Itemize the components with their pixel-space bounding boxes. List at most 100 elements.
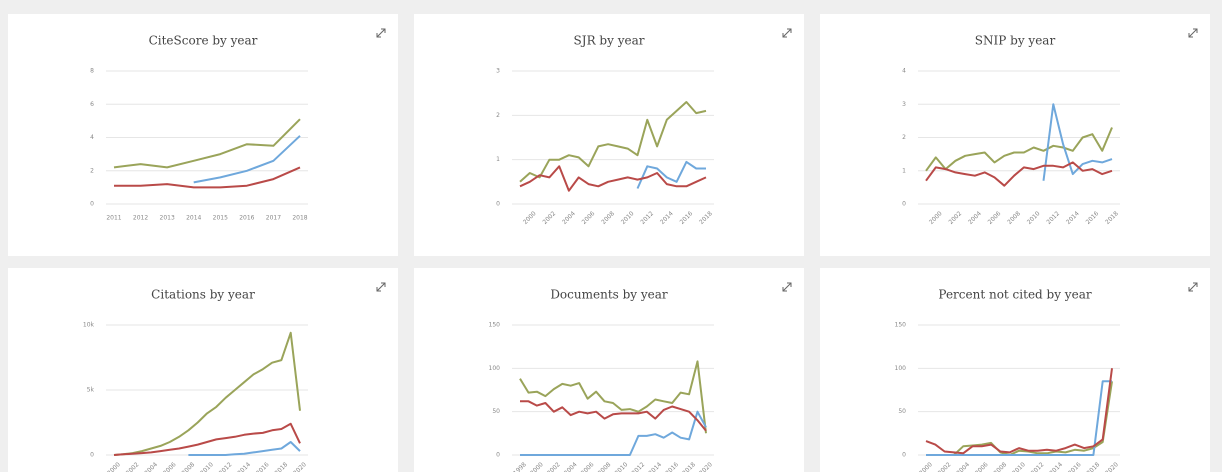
y-tick-label: 0: [90, 452, 94, 459]
x-tick-label: 2006: [580, 461, 596, 472]
x-tick-label: 2010: [1011, 461, 1027, 472]
chart-title: SJR by year: [574, 34, 645, 48]
x-tick-label: 2000: [106, 461, 122, 472]
x-tick-label: 2008: [993, 461, 1009, 472]
series-line: [188, 441, 301, 456]
y-tick-label: 150: [489, 322, 501, 329]
x-tick-label: 2006: [974, 461, 990, 472]
y-tick-label: 50: [492, 408, 500, 415]
y-tick-label: 100: [489, 365, 501, 372]
y-tick-label: 2: [902, 134, 906, 141]
x-tick-label: 2018: [292, 215, 307, 222]
x-tick-label: 2002: [546, 461, 562, 472]
y-tick-label: 4: [90, 134, 94, 141]
x-tick-label: 2014: [186, 215, 201, 222]
x-tick-label: 2014: [1048, 461, 1064, 472]
series-line: [520, 400, 707, 432]
y-tick-label: 150: [895, 322, 907, 329]
card-background: [8, 268, 398, 472]
chart-title: SNIP by year: [975, 34, 1056, 48]
y-tick-label: 100: [895, 365, 907, 372]
series-line: [925, 161, 1113, 187]
expand-icon[interactable]: [1188, 282, 1198, 292]
x-tick-label: 2010: [199, 461, 215, 472]
card-background: [414, 268, 804, 472]
expand-arrow: [782, 282, 792, 292]
x-tick-label: 2016: [664, 461, 680, 472]
x-tick-label: 2012: [218, 461, 234, 472]
x-tick-label: 2006: [162, 461, 178, 472]
x-tick-label: 2000: [918, 461, 934, 472]
series-line: [520, 410, 707, 456]
card-background: [8, 14, 398, 256]
x-tick-label: 2018: [681, 461, 697, 472]
card-background: [820, 14, 1210, 256]
series-line: [519, 101, 707, 183]
x-tick-label: 2002: [125, 461, 141, 472]
expand-icon[interactable]: [1188, 28, 1198, 38]
expand-icon[interactable]: [782, 282, 792, 292]
x-tick-label: 2016: [239, 215, 254, 222]
y-tick-label: 4: [902, 68, 906, 75]
y-tick-label: 0: [496, 452, 500, 459]
x-tick-label: 2018: [1086, 461, 1102, 472]
card-background: [414, 14, 804, 256]
x-tick-label: 2004: [563, 461, 579, 472]
expand-icon[interactable]: [782, 28, 792, 38]
series-line: [113, 422, 301, 456]
x-tick-label: 2020: [698, 461, 714, 472]
x-tick-label: 2015: [213, 215, 228, 222]
chart-title: Citations by year: [151, 288, 255, 302]
x-tick-label: 2002: [937, 461, 953, 472]
series-line: [114, 166, 301, 189]
x-tick-label: 2014: [647, 461, 663, 472]
y-tick-label: 1: [496, 156, 500, 163]
expand-icon[interactable]: [376, 28, 386, 38]
chart-title: CiteScore by year: [149, 34, 258, 48]
x-tick-label: 2004: [143, 461, 159, 472]
y-tick-label: 0: [496, 201, 500, 208]
series-line: [636, 160, 706, 189]
x-tick-label: 2017: [266, 215, 281, 222]
x-tick-label: 2012: [630, 461, 646, 472]
x-tick-label: 2012: [133, 215, 148, 222]
series-line: [1042, 103, 1113, 181]
y-tick-label: 3: [902, 101, 906, 108]
expand-arrow: [376, 282, 386, 292]
x-tick-label: 2016: [1067, 461, 1083, 472]
x-tick-label: 2016: [255, 461, 271, 472]
series-line: [113, 331, 301, 456]
x-tick-label: 2012: [1030, 461, 1046, 472]
chart-title: Documents by year: [550, 288, 668, 302]
y-tick-label: 6: [90, 101, 94, 108]
chart-card: CiteScore by year 0 2 4 6 8 2011 2012 2013 2014 20…: [8, 14, 398, 256]
y-tick-label: 50: [898, 408, 906, 415]
series-line: [113, 118, 301, 169]
chart-title: Percent not cited by year: [938, 288, 1091, 302]
x-tick-label: 2008: [597, 461, 613, 472]
expand-arrow: [782, 28, 792, 38]
series-line: [519, 165, 707, 192]
x-tick-label: 2011: [106, 215, 121, 222]
x-tick-label: 2008: [181, 461, 197, 472]
expand-arrow: [1188, 28, 1198, 38]
x-tick-label: 1998: [512, 461, 528, 472]
y-tick-label: 0: [902, 452, 906, 459]
x-tick-label: 2014: [236, 461, 252, 472]
x-tick-label: 2020: [1104, 461, 1120, 472]
y-tick-label: 2: [496, 112, 500, 119]
y-tick-label: 2: [90, 167, 94, 174]
y-tick-label: 10k: [83, 322, 95, 329]
y-tick-label: 5k: [87, 387, 95, 394]
expand-icon[interactable]: [376, 282, 386, 292]
x-tick-label: 2004: [955, 461, 971, 472]
expand-arrow: [376, 28, 386, 38]
y-tick-label: 0: [902, 201, 906, 208]
x-tick-label: 2010: [614, 461, 630, 472]
x-tick-label: 2018: [274, 461, 290, 472]
